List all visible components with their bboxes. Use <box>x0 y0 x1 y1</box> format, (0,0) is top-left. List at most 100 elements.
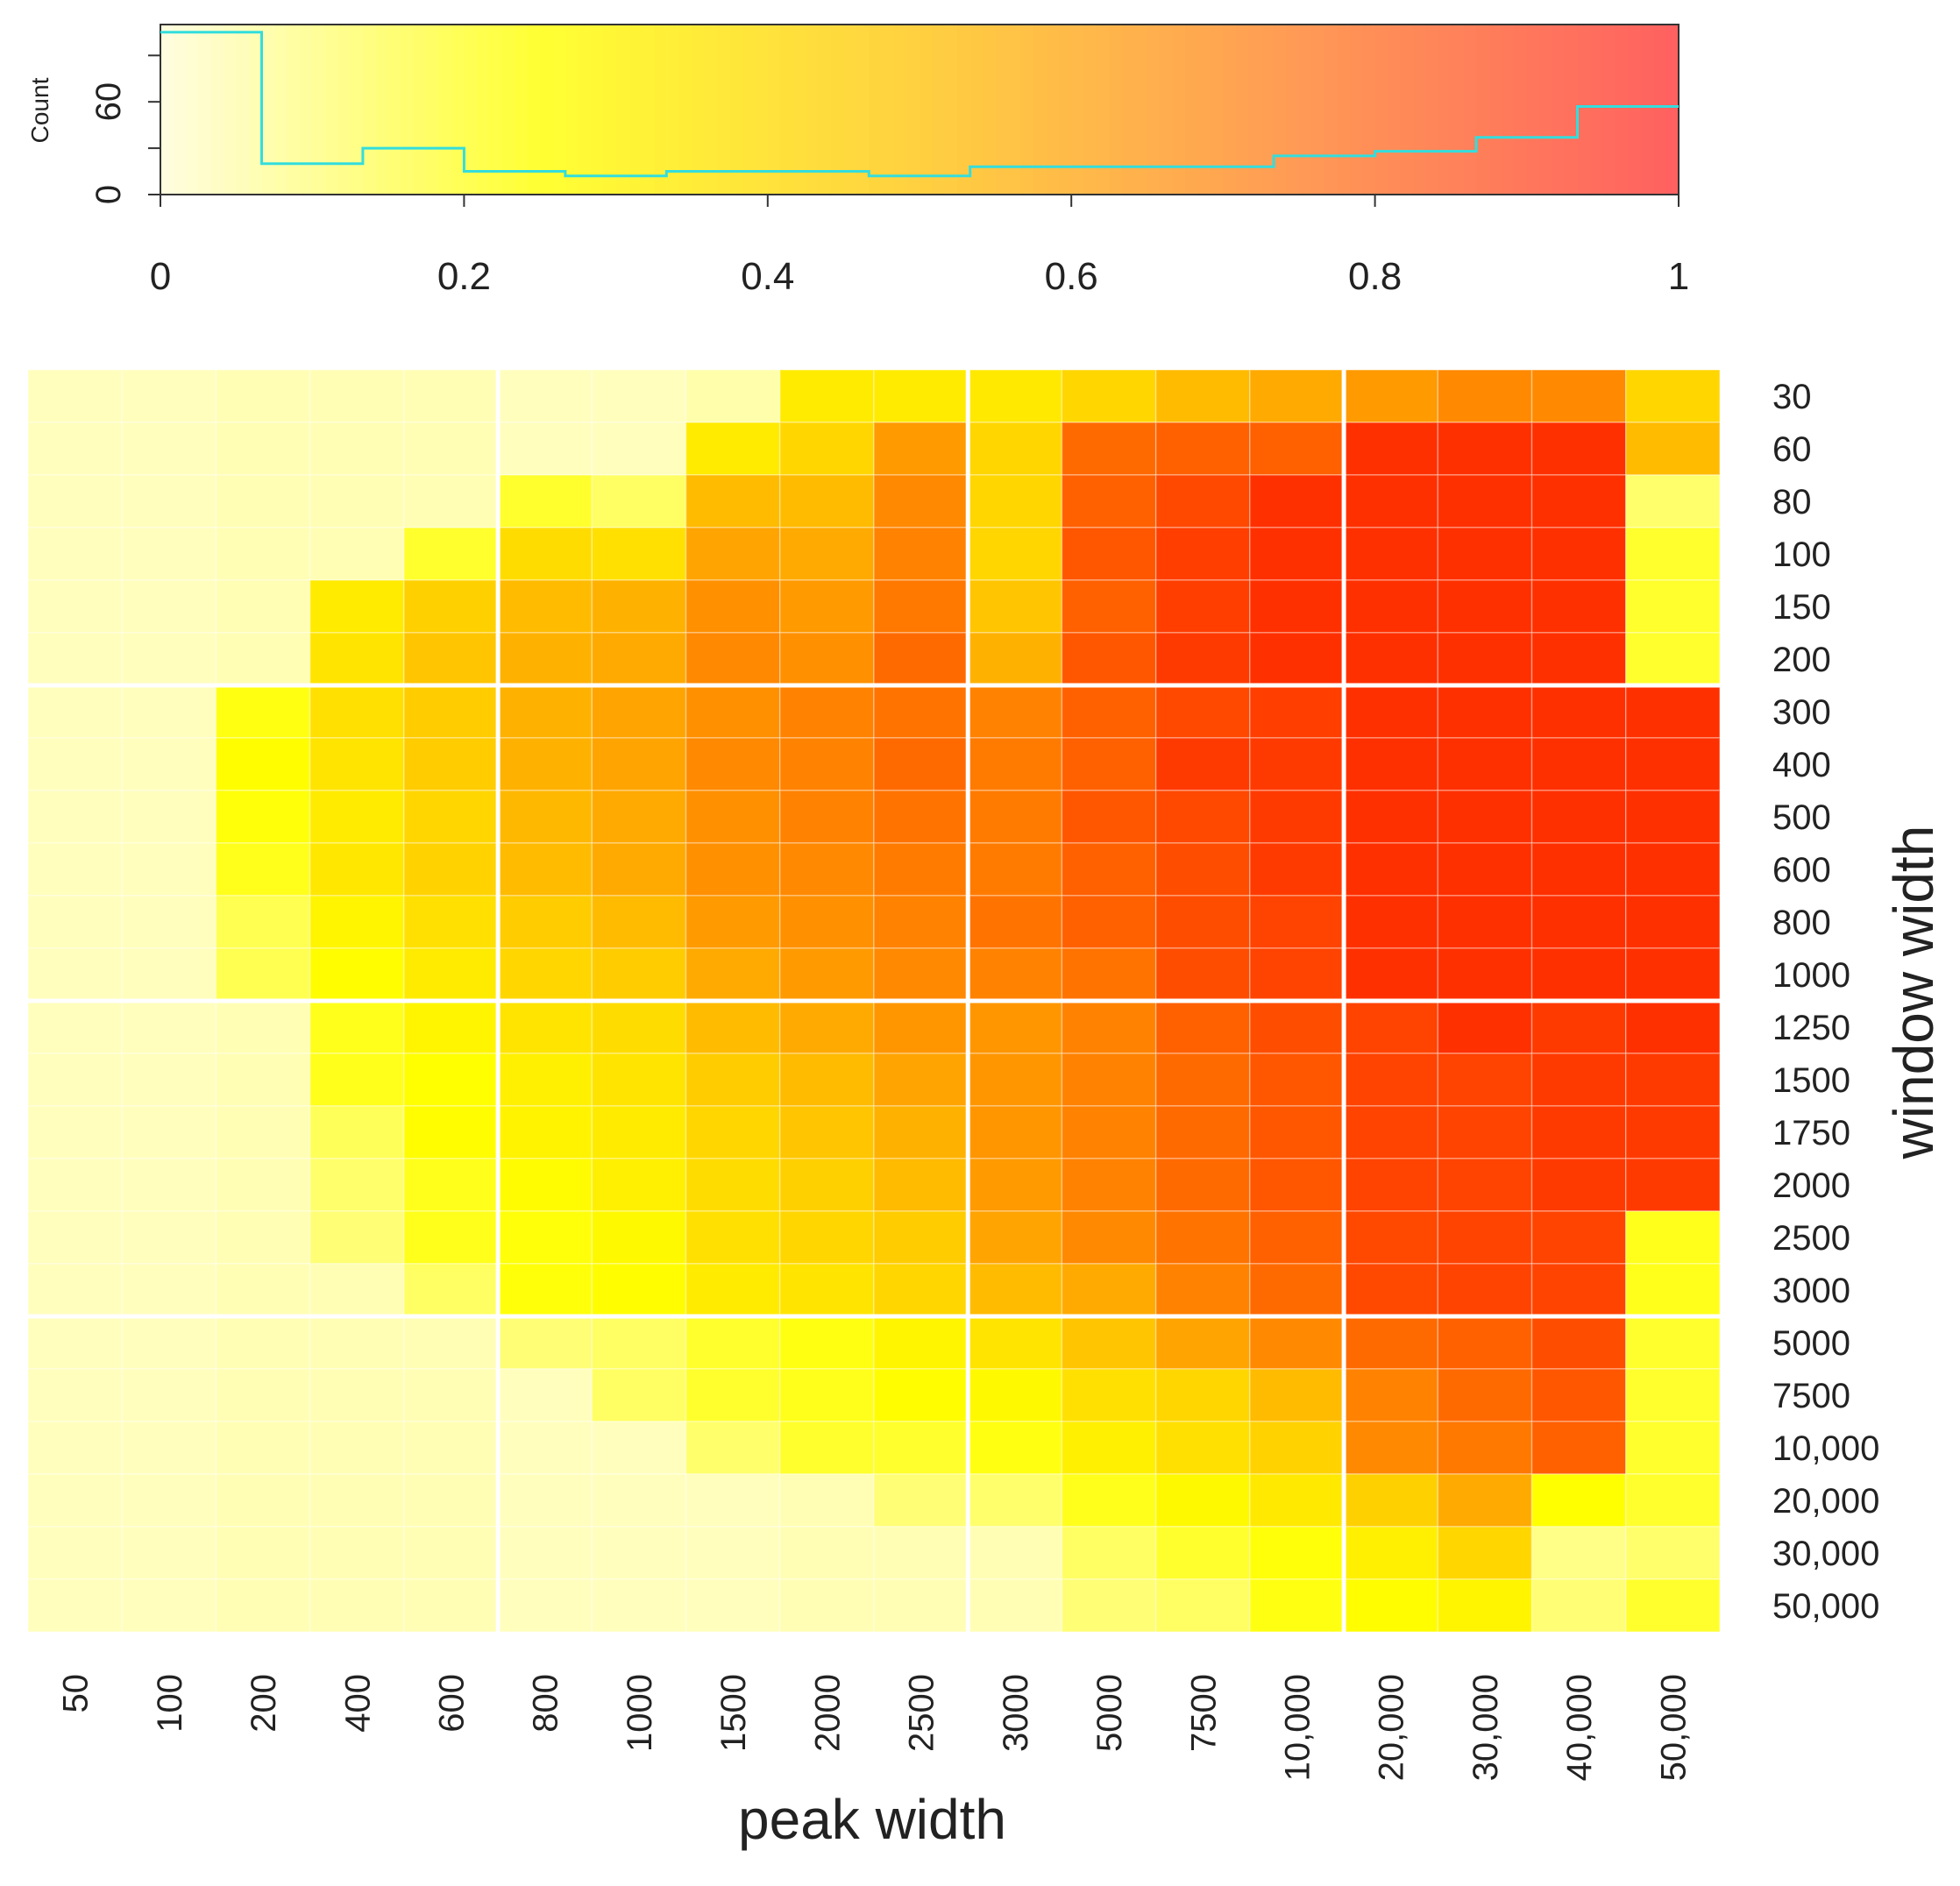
color-key-gradient-strip <box>1602 25 1616 195</box>
heatmap-cell <box>1625 1158 1721 1212</box>
color-key-gradient-strip <box>792 25 806 195</box>
heatmap-x-tick-label: 100 <box>151 1674 189 1733</box>
heatmap-cell <box>1249 684 1345 739</box>
heatmap-cell <box>403 1053 499 1107</box>
heatmap-cell <box>27 527 123 581</box>
color-key-gradient-strip <box>1526 25 1540 195</box>
heatmap-cell <box>497 1578 593 1633</box>
heatmap-cell <box>121 790 217 844</box>
heatmap-y-tick-label: 20,000 <box>1772 1482 1879 1521</box>
heatmap-cell <box>1154 1000 1251 1054</box>
color-key-gradient-strip <box>881 25 895 195</box>
heatmap-cell <box>121 684 217 739</box>
heatmap-cell <box>27 737 123 791</box>
heatmap-cell <box>1437 369 1533 423</box>
color-key-gradient-strip <box>160 25 174 195</box>
heatmap-y-tick-label: 7500 <box>1772 1377 1850 1415</box>
color-key-gradient-strip <box>1197 25 1211 195</box>
heatmap-cell <box>1154 369 1251 423</box>
heatmap-cell <box>1061 579 1157 634</box>
heatmap-cell <box>27 1526 123 1580</box>
heatmap-cell <box>779 1473 875 1528</box>
heatmap-cell <box>215 842 311 897</box>
heatmap-cell <box>121 632 217 686</box>
heatmap-cell <box>27 1263 123 1317</box>
heatmap-cell <box>497 684 593 739</box>
heatmap-cell <box>1530 1473 1627 1528</box>
heatmap-cell <box>1061 1210 1157 1265</box>
heatmap-cell <box>309 1000 405 1054</box>
heatmap-cell <box>1437 1158 1533 1212</box>
heatmap-cell <box>873 1578 969 1633</box>
heatmap-cell <box>967 474 1063 528</box>
heatmap-cell <box>873 1526 969 1580</box>
heatmap-cell <box>121 895 217 949</box>
heatmap-cell <box>779 842 875 897</box>
heatmap-cell <box>309 895 405 949</box>
heatmap-cell <box>1625 790 1721 844</box>
heatmap-cell <box>403 474 499 528</box>
color-key-x-tick-label: 0.4 <box>741 255 794 298</box>
heatmap-cell <box>967 1473 1063 1528</box>
heatmap-cell <box>215 1000 311 1054</box>
heatmap-cell <box>309 527 405 581</box>
heatmap-cell <box>1343 1473 1439 1528</box>
heatmap-cell <box>591 1473 687 1528</box>
heatmap-cell <box>873 527 969 581</box>
heatmap-cell <box>1061 632 1157 686</box>
heatmap-cell <box>27 474 123 528</box>
heatmap-cell <box>1061 1053 1157 1107</box>
color-key-gradient-strip <box>1488 25 1502 195</box>
color-key-gradient-strip <box>729 25 743 195</box>
heatmap-cell <box>873 1315 969 1370</box>
heatmap-cell <box>1530 1315 1627 1370</box>
heatmap-cell <box>873 1210 969 1265</box>
heatmap-cell <box>779 1105 875 1159</box>
color-key-gradient-strip <box>1628 25 1642 195</box>
color-key-gradient-strip <box>1235 25 1249 195</box>
heatmap-cell <box>591 1526 687 1580</box>
heatmap-cell <box>1437 1315 1533 1370</box>
heatmap-cell <box>779 474 875 528</box>
heatmap-cell <box>1530 1158 1627 1212</box>
heatmap-x-tick-label: 50,000 <box>1654 1674 1693 1781</box>
heatmap-cell <box>497 737 593 791</box>
heatmap-cell <box>779 947 875 1002</box>
color-key-frame <box>160 24 1679 195</box>
color-key-gradient-strip <box>249 25 263 195</box>
color-key-gradient-strip <box>261 25 275 195</box>
color-key-x-tick-label: 0.2 <box>437 255 491 298</box>
heatmap-cell <box>121 527 217 581</box>
heatmap-x-tick-label: 200 <box>245 1674 283 1733</box>
heatmap-cell <box>1437 1473 1533 1528</box>
heatmap-cell <box>685 737 781 791</box>
heatmap-y-tick-label: 30 <box>1772 378 1812 416</box>
color-key-gradient-strip <box>1097 25 1111 195</box>
heatmap-cell <box>121 947 217 1002</box>
heatmap-cell <box>1343 474 1439 528</box>
heatmap-cell <box>1625 1263 1721 1317</box>
heatmap-cell <box>121 1105 217 1159</box>
heatmap-cell <box>27 895 123 949</box>
heatmap-cell <box>497 947 593 1002</box>
heatmap-cell <box>1249 1158 1345 1212</box>
color-key-gradient-strip <box>489 25 503 195</box>
color-key-gradient-strip <box>692 25 706 195</box>
heatmap-cell <box>1437 842 1533 897</box>
heatmap-cell <box>1530 1421 1627 1475</box>
heatmap-cell <box>779 1263 875 1317</box>
color-key-histogram-line <box>160 31 1679 178</box>
heatmap-cell <box>1249 1368 1345 1422</box>
heatmap-x-tick-label: 800 <box>527 1674 565 1733</box>
heatmap-cell <box>1249 1421 1345 1475</box>
heatmap-cell <box>967 947 1063 1002</box>
heatmap-x-tick-label: 10,000 <box>1279 1674 1317 1781</box>
heatmap-cell <box>403 579 499 634</box>
heatmap-cell <box>967 737 1063 791</box>
heatmap-cell <box>1625 684 1721 739</box>
color-key-gradient-strip <box>1020 25 1034 195</box>
color-key-gradient-strip <box>969 25 984 195</box>
color-key-gradient-strip <box>1109 25 1123 195</box>
heatmap-cell <box>121 1368 217 1422</box>
heatmap-cell <box>967 1421 1063 1475</box>
